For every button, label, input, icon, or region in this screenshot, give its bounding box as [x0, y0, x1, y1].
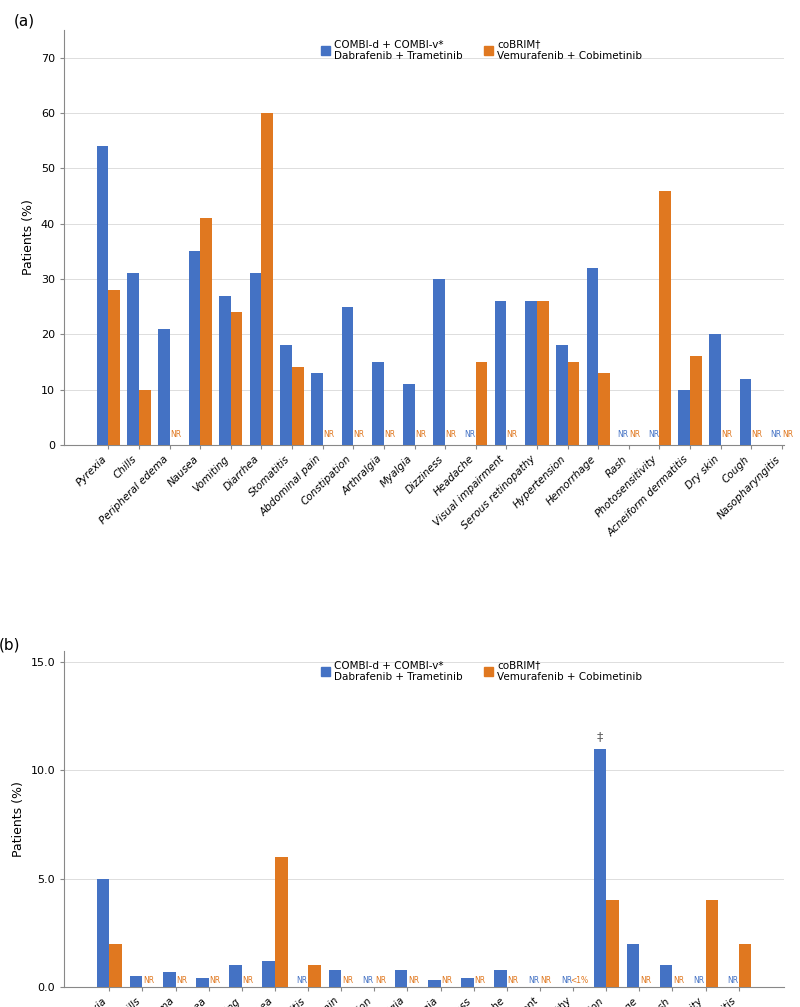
Text: 0: 0: [134, 976, 138, 985]
Y-axis label: Patients (%): Patients (%): [22, 199, 35, 276]
Bar: [139, 390, 150, 445]
Bar: [308, 965, 321, 987]
Bar: [537, 301, 549, 445]
Text: NR: NR: [782, 430, 794, 439]
Bar: [403, 384, 414, 445]
Bar: [606, 900, 618, 987]
Text: NR: NR: [143, 976, 154, 985]
Bar: [342, 307, 354, 445]
Bar: [395, 970, 407, 987]
Text: NR: NR: [170, 430, 181, 439]
Y-axis label: Patients (%): Patients (%): [12, 781, 25, 857]
Text: <1%: <1%: [570, 976, 589, 985]
Text: NR: NR: [354, 430, 365, 439]
Bar: [262, 113, 273, 445]
Text: NR: NR: [323, 430, 334, 439]
Text: ‡: ‡: [597, 730, 603, 743]
Text: NR: NR: [528, 976, 539, 985]
Bar: [476, 362, 487, 445]
Text: NR: NR: [296, 976, 307, 985]
Bar: [281, 345, 292, 445]
Bar: [250, 274, 262, 445]
Bar: [163, 972, 175, 987]
Bar: [709, 334, 721, 445]
Text: (a): (a): [14, 14, 34, 28]
Bar: [598, 373, 610, 445]
Text: NR: NR: [242, 976, 254, 985]
Bar: [127, 274, 139, 445]
Text: NR: NR: [446, 430, 457, 439]
Bar: [626, 944, 639, 987]
Text: NR: NR: [375, 976, 386, 985]
Bar: [594, 748, 606, 987]
Bar: [189, 252, 200, 445]
Bar: [690, 356, 702, 445]
Bar: [97, 146, 108, 445]
Text: NR: NR: [751, 430, 762, 439]
Bar: [494, 970, 507, 987]
Legend: COMBI-d + COMBI-v*
Dabrafenib + Trametinib, coBRIM†
Vemurafenib + Cobimetinib: COMBI-d + COMBI-v* Dabrafenib + Trametin…: [317, 657, 646, 687]
Text: NR: NR: [342, 976, 353, 985]
Text: NR: NR: [727, 976, 738, 985]
Text: NR: NR: [673, 976, 684, 985]
Text: NR: NR: [721, 430, 732, 439]
Bar: [158, 328, 170, 445]
Bar: [275, 857, 287, 987]
Text: NR: NR: [629, 430, 640, 439]
Bar: [660, 965, 673, 987]
Bar: [740, 379, 751, 445]
Bar: [586, 268, 598, 445]
Text: NR: NR: [506, 430, 518, 439]
Text: NR: NR: [414, 430, 426, 439]
Bar: [230, 965, 242, 987]
Text: NR: NR: [210, 976, 221, 985]
Text: NR: NR: [648, 430, 659, 439]
Text: NR: NR: [176, 976, 187, 985]
Bar: [372, 362, 384, 445]
Bar: [434, 279, 445, 445]
Text: (b): (b): [0, 637, 21, 653]
Text: NR: NR: [541, 976, 552, 985]
Bar: [311, 373, 322, 445]
Bar: [678, 390, 690, 445]
Text: NR: NR: [562, 976, 572, 985]
Bar: [196, 978, 209, 987]
Bar: [110, 944, 122, 987]
Text: NR: NR: [408, 976, 419, 985]
Legend: COMBI-d + COMBI-v*
Dabrafenib + Trametinib, coBRIM†
Vemurafenib + Cobimetinib: COMBI-d + COMBI-v* Dabrafenib + Trametin…: [317, 35, 646, 65]
Bar: [494, 301, 506, 445]
Bar: [262, 961, 275, 987]
Bar: [428, 981, 441, 987]
Bar: [231, 312, 242, 445]
Bar: [329, 970, 341, 987]
Text: NR: NR: [442, 976, 453, 985]
Text: NR: NR: [770, 430, 782, 439]
Bar: [738, 944, 751, 987]
Bar: [219, 296, 231, 445]
Text: NR: NR: [464, 430, 475, 439]
Text: NR: NR: [384, 430, 395, 439]
Text: NR: NR: [694, 976, 705, 985]
Bar: [526, 301, 537, 445]
Bar: [200, 219, 212, 445]
Bar: [461, 978, 474, 987]
Bar: [130, 976, 142, 987]
Text: NR: NR: [640, 976, 651, 985]
Text: NR: NR: [362, 976, 374, 985]
Bar: [706, 900, 718, 987]
Bar: [567, 362, 579, 445]
Text: NR: NR: [618, 430, 629, 439]
Bar: [97, 878, 110, 987]
Bar: [292, 368, 304, 445]
Bar: [108, 290, 120, 445]
Text: NR: NR: [507, 976, 518, 985]
Bar: [659, 190, 671, 445]
Text: NR: NR: [474, 976, 486, 985]
Bar: [556, 345, 567, 445]
